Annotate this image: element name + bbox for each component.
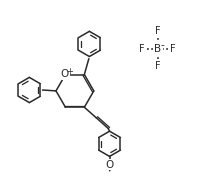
Text: F: F <box>170 44 176 54</box>
Text: +: + <box>66 67 73 76</box>
Text: B: B <box>154 44 161 54</box>
Text: -: - <box>161 40 164 50</box>
Text: F: F <box>139 44 145 54</box>
Text: F: F <box>155 61 161 71</box>
Text: O: O <box>60 69 69 79</box>
Text: O: O <box>105 160 114 170</box>
Text: F: F <box>155 26 161 36</box>
